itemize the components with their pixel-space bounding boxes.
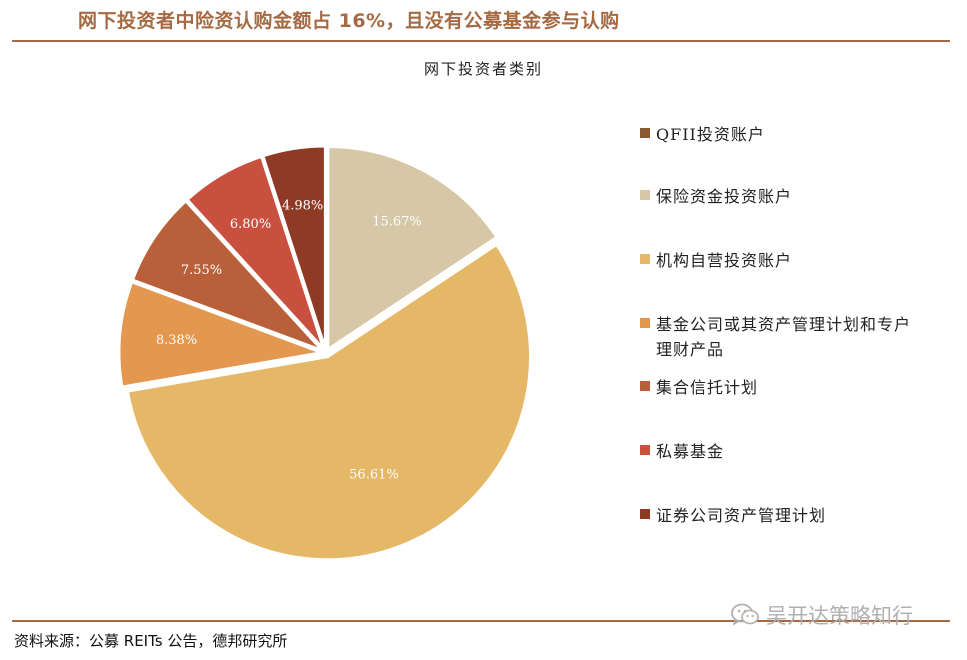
pie-slice xyxy=(184,154,326,351)
legend-swatch xyxy=(640,190,650,200)
legend-swatch xyxy=(640,254,650,264)
legend-item: 私募基金 xyxy=(640,439,926,464)
pie-slice xyxy=(326,144,500,353)
legend-swatch xyxy=(640,318,650,328)
bottom-divider xyxy=(12,620,950,622)
pie-slice xyxy=(117,279,328,389)
legend-label: 机构自营投资账户 xyxy=(656,251,793,270)
slice-data-label: 8.38% xyxy=(156,333,197,348)
legend-item: 保险资金投资账户 xyxy=(640,184,926,209)
pie-slice xyxy=(260,144,327,350)
legend-item: QFII投资账户 xyxy=(640,122,926,147)
wechat-icon xyxy=(731,603,759,626)
legend-swatch xyxy=(640,445,650,455)
legend-item: 基金公司或其资产管理计划和专户理财产品 xyxy=(640,312,926,362)
top-divider xyxy=(12,40,950,42)
legend-label: 基金公司或其资产管理计划和专户理财产品 xyxy=(656,315,912,359)
page-title: 网下投资者中险资认购金额占 16%，且没有公募基金参与认购 xyxy=(78,10,620,32)
slice-data-label: 15.67% xyxy=(372,215,422,230)
legend-label: 保险资金投资账户 xyxy=(656,187,793,206)
pie-slice xyxy=(130,198,324,353)
slice-data-label: 4.98% xyxy=(282,199,323,214)
legend-label: QFII投资账户 xyxy=(656,125,765,144)
slice-data-label: 56.61% xyxy=(349,468,399,483)
watermark: 吴开达策略知行 xyxy=(730,600,913,630)
legend-item: 机构自营投资账户 xyxy=(640,248,926,273)
pie-slice xyxy=(125,242,532,562)
watermark-text: 吴开达策略知行 xyxy=(766,604,913,628)
slice-data-label: 6.80% xyxy=(230,217,271,232)
legend-item: 集合信托计划 xyxy=(640,375,926,400)
legend-label: 集合信托计划 xyxy=(656,378,759,397)
legend-swatch xyxy=(640,128,650,138)
legend-label: 证券公司资产管理计划 xyxy=(656,506,827,525)
legend-swatch xyxy=(640,509,650,519)
slice-data-label: 7.55% xyxy=(181,263,222,278)
legend-item: 证券公司资产管理计划 xyxy=(640,503,926,528)
legend-label: 私募基金 xyxy=(656,442,725,461)
legend-swatch xyxy=(640,381,650,391)
source-note: 资料来源：公募 REITs 公告，德邦研究所 xyxy=(14,632,288,650)
chart-title: 网下投资者类别 xyxy=(423,60,543,78)
